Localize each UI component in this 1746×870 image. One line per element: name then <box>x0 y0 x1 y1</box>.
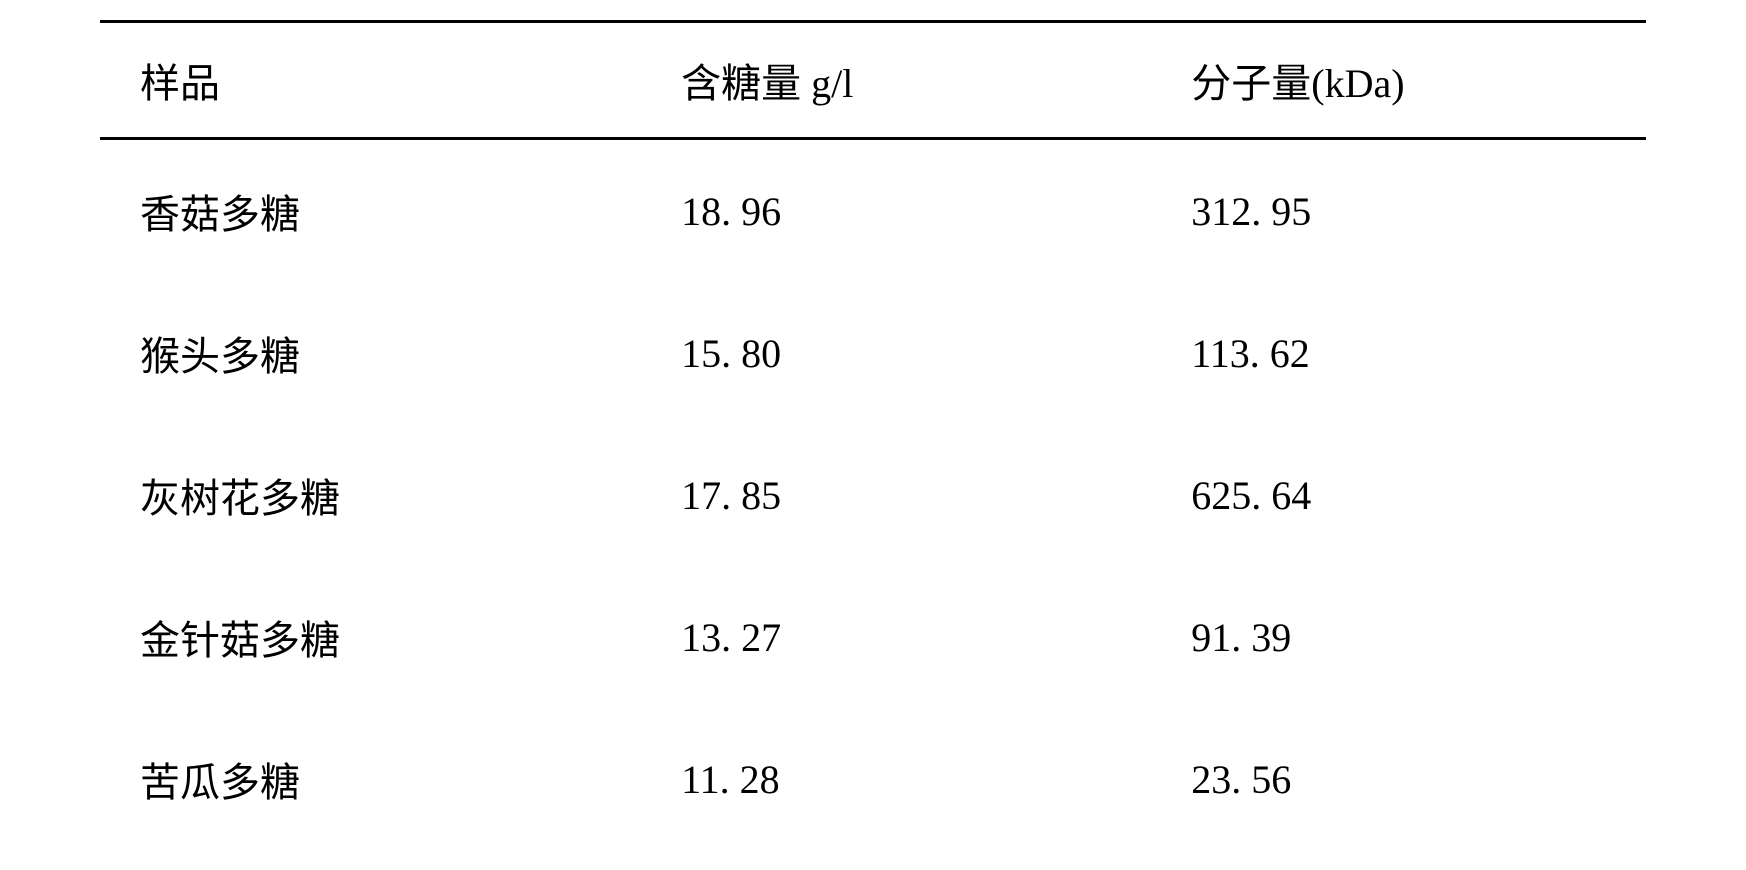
table-row: 灰树花多糖 17. 85 625. 64 <box>100 424 1646 566</box>
cell-sugar-content: 18. 96 <box>641 139 1151 283</box>
polysaccharide-table: 样品 含糖量 g/l 分子量(kDa) 香菇多糖 18. 96 312. 95 … <box>100 20 1646 850</box>
table-body: 香菇多糖 18. 96 312. 95 猴头多糖 15. 80 113. 62 … <box>100 139 1646 851</box>
cell-sugar-content: 15. 80 <box>641 282 1151 424</box>
cell-sugar-content: 13. 27 <box>641 566 1151 708</box>
cell-sample: 苦瓜多糖 <box>100 708 641 850</box>
cell-molecular-weight: 23. 56 <box>1151 708 1646 850</box>
column-header-sample: 样品 <box>100 22 641 139</box>
table-header-row: 样品 含糖量 g/l 分子量(kDa) <box>100 22 1646 139</box>
table-row: 苦瓜多糖 11. 28 23. 56 <box>100 708 1646 850</box>
cell-sugar-content: 11. 28 <box>641 708 1151 850</box>
cell-molecular-weight: 312. 95 <box>1151 139 1646 283</box>
table-row: 猴头多糖 15. 80 113. 62 <box>100 282 1646 424</box>
cell-sample: 灰树花多糖 <box>100 424 641 566</box>
column-header-sugar-content: 含糖量 g/l <box>641 22 1151 139</box>
cell-sample: 猴头多糖 <box>100 282 641 424</box>
cell-sugar-content: 17. 85 <box>641 424 1151 566</box>
table-row: 香菇多糖 18. 96 312. 95 <box>100 139 1646 283</box>
polysaccharide-table-container: 样品 含糖量 g/l 分子量(kDa) 香菇多糖 18. 96 312. 95 … <box>0 0 1746 870</box>
column-header-molecular-weight: 分子量(kDa) <box>1151 22 1646 139</box>
cell-sample: 金针菇多糖 <box>100 566 641 708</box>
cell-molecular-weight: 113. 62 <box>1151 282 1646 424</box>
cell-sample: 香菇多糖 <box>100 139 641 283</box>
table-row: 金针菇多糖 13. 27 91. 39 <box>100 566 1646 708</box>
cell-molecular-weight: 91. 39 <box>1151 566 1646 708</box>
table-header: 样品 含糖量 g/l 分子量(kDa) <box>100 22 1646 139</box>
cell-molecular-weight: 625. 64 <box>1151 424 1646 566</box>
